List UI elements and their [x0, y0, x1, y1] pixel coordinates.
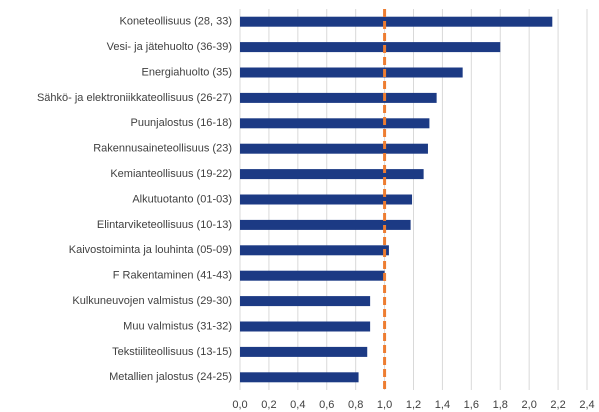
bar [240, 92, 437, 103]
x-tick-label: 0,8 [348, 399, 363, 411]
bar [240, 118, 430, 129]
bar [240, 372, 359, 383]
bar [240, 245, 389, 256]
bar [240, 346, 368, 357]
x-tick-label: 2,2 [550, 399, 565, 411]
y-tick-label: Koneteollisuus (28, 33) [119, 16, 232, 28]
x-tick-label: 1,4 [435, 399, 450, 411]
y-tick-label: Tekstiiliteollisuus (13-15) [112, 346, 232, 358]
y-tick-label: F Rakentaminen (41-43) [113, 270, 232, 282]
bar [240, 42, 501, 53]
y-tick-label: Vesi- ja jätehuolto (36-39) [107, 41, 232, 53]
x-tick-label: 1,8 [493, 399, 508, 411]
bar [240, 296, 371, 307]
x-tick-label: 2,4 [579, 399, 594, 411]
y-tick-label: Alkutuotanto (01-03) [132, 193, 232, 205]
x-tick-label: 0,0 [232, 399, 247, 411]
y-tick-label: Kemianteollisuus (19-22) [110, 168, 232, 180]
bar [240, 67, 463, 78]
bar [240, 194, 413, 205]
x-tick-label: 1,6 [464, 399, 479, 411]
bar [240, 321, 371, 332]
x-tick-label: 0,6 [319, 399, 334, 411]
y-tick-label: Sähkö- ja elektroniikkateollisuus (26-27… [37, 92, 232, 104]
x-tick-label: 1,2 [406, 399, 421, 411]
y-tick-label: Kulkuneuvojen valmistus (29-30) [72, 295, 232, 307]
y-tick-label: Rakennusaineteollisuus (23) [93, 143, 232, 155]
y-tick-label: Kaivostoiminta ja louhinta (05-09) [69, 244, 232, 256]
y-tick-label: Muu valmistus (31-32) [123, 320, 232, 332]
x-tick-label: 0,2 [261, 399, 276, 411]
x-tick-label: 0,4 [290, 399, 305, 411]
x-tick-label: 2,0 [522, 399, 537, 411]
y-tick-label: Puunjalostus (16-18) [130, 117, 232, 129]
y-tick-label: Elintarviketeollisuus (10-13) [97, 219, 232, 231]
bar [240, 270, 385, 281]
y-tick-label: Metallien jalostus (24-25) [109, 371, 232, 383]
y-tick-label: Energiahuolto (35) [141, 66, 232, 78]
bar [240, 169, 424, 180]
bar [240, 143, 428, 154]
x-tick-label: 1,0 [377, 399, 392, 411]
bar [240, 16, 553, 27]
bar [240, 219, 411, 230]
